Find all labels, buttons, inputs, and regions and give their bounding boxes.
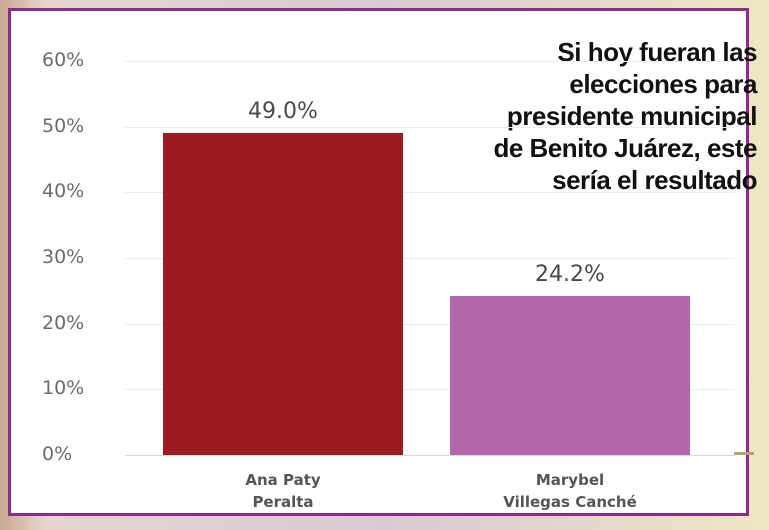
y-tick-label: 10%: [42, 377, 85, 400]
x-axis-baseline: [125, 455, 735, 456]
y-tick-label: 0%: [42, 443, 73, 465]
bar: [163, 133, 403, 455]
chart-headline: Si hoy fueran las elecciones para presid…: [493, 37, 757, 195]
gridline: [125, 61, 735, 62]
y-tick-label: 60%: [42, 49, 85, 71]
gridline: [125, 389, 735, 391]
gridline: [125, 126, 735, 128]
gridline: [125, 258, 735, 259]
y-tick-label: 50%: [42, 114, 85, 137]
category-label: Ana Paty Peralta: [245, 471, 321, 511]
y-tick-label: 30%: [42, 246, 85, 268]
y-tick-label: 40%: [42, 180, 85, 203]
gridline: [125, 323, 735, 325]
bar: [450, 296, 690, 455]
y-tick-label: 20%: [42, 311, 85, 334]
bar-value-label: 24.2%: [535, 262, 605, 288]
offscreen-bar-stub: [734, 452, 754, 455]
gridline: [125, 192, 735, 194]
bar-value-label: 49.0%: [248, 99, 318, 125]
category-label: Marybel Villegas Canché: [503, 471, 637, 511]
